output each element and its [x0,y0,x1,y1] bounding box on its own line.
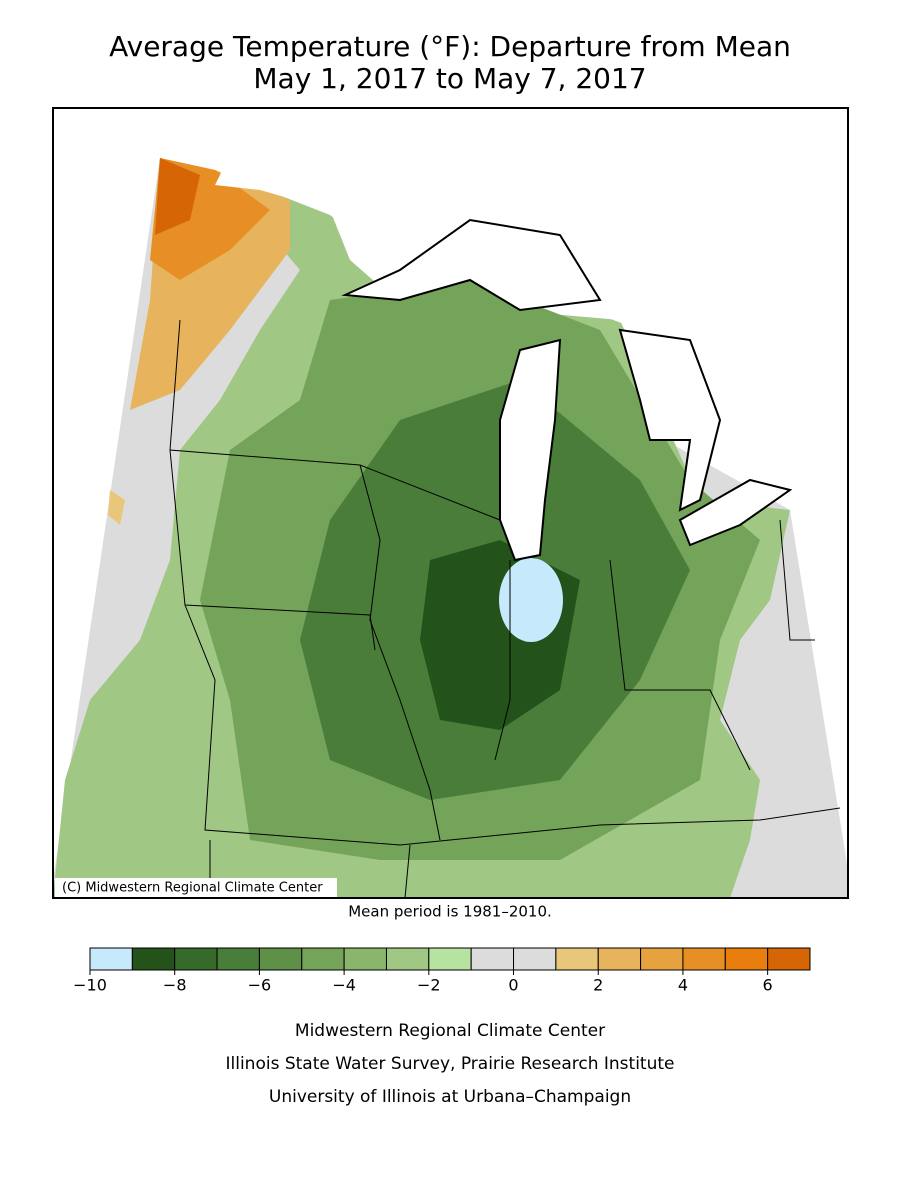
legend-swatch [216,947,260,971]
region-warmest [155,158,200,235]
subtitle: May 1, 2017 to May 7, 2017 [253,62,646,95]
legend-swatch [513,947,557,971]
state-borders [169,319,841,899]
credit-box [55,878,337,897]
legend-tick-label: −8 [163,976,187,995]
legend-swatch [724,947,769,971]
legend-tick-label: −2 [417,976,441,995]
footer-line: University of Illinois at Urbana–Champai… [269,1087,631,1107]
legend-tick-label: −10 [73,976,107,995]
lake-erie [678,478,793,547]
lake-michigan [499,338,562,562]
legend-swatch [89,947,133,971]
legend-swatch [682,947,726,971]
legend-swatch [174,947,218,971]
legend-swatch [343,947,387,971]
credit: (C) Midwestern Regional Climate Center [62,881,323,896]
legend-swatch [301,947,345,971]
footer-line: Midwestern Regional Climate Center [295,1021,605,1041]
region-warm-spot [108,490,125,525]
map: (C) Midwestern Regional Climate Center [52,107,849,899]
legend-swatch [767,947,811,971]
legend-swatch [470,947,515,971]
legend-swatch [640,947,684,971]
legend-tick-label: 6 [763,976,773,995]
legend-swatch [385,947,430,971]
title: Average Temperature (°F): Departure from… [109,30,791,63]
legend-swatch [428,947,472,971]
legend: −10 −8 −6 −4 −2 0 2 4 6 [73,947,811,995]
legend-swatch [258,947,303,971]
footer-line: Illinois State Water Survey, Prairie Res… [226,1054,675,1074]
lake-superior [341,218,602,312]
legend-swatch [555,947,599,971]
legend-tick-label: −6 [248,976,272,995]
legend-tick-label: 2 [593,976,603,995]
legend-tick-label: −4 [332,976,356,995]
region-coldest-pocket [499,558,563,642]
mean-period-note: Mean period is 1981–2010. [348,903,552,921]
legend-tick-label: 4 [678,976,688,995]
legend-swatch [131,947,176,971]
lake-huron [618,328,722,512]
legend-swatch [597,947,642,971]
legend-tick-label: 0 [508,976,518,995]
map-frame [52,107,849,899]
